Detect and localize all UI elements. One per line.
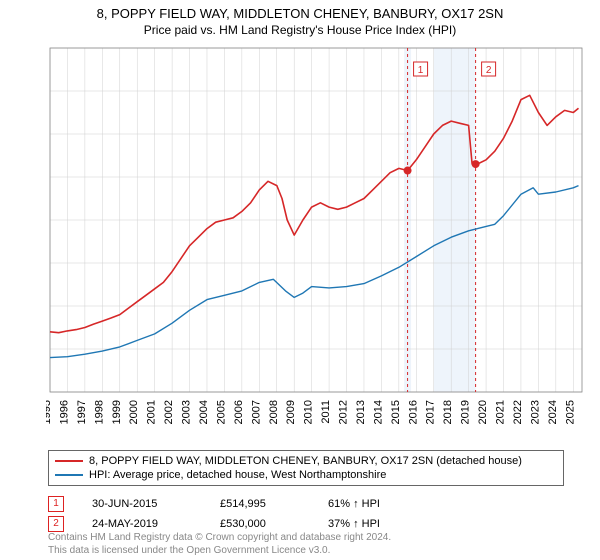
chart-plot-area: £0£100K£200K£300K£400K£500K£600K£700K£80… [46, 44, 586, 424]
svg-text:2018: 2018 [442, 400, 454, 424]
svg-text:1996: 1996 [58, 400, 70, 424]
svg-text:2010: 2010 [303, 400, 315, 424]
chart-subtitle: Price paid vs. HM Land Registry's House … [0, 21, 600, 41]
marker-price: £530,000 [220, 518, 300, 530]
svg-text:2001: 2001 [146, 400, 158, 424]
svg-text:2005: 2005 [215, 400, 227, 424]
legend-swatch-line [55, 460, 83, 462]
marker-pct: 37% ↑ HPI [328, 518, 418, 530]
copyright-line: Contains HM Land Registry data © Crown c… [48, 532, 391, 545]
legend-label: HPI: Average price, detached house, West… [89, 469, 386, 481]
marker-badge: 2 [48, 516, 64, 532]
svg-text:2022: 2022 [512, 400, 524, 424]
svg-text:2009: 2009 [285, 400, 297, 424]
copyright-line: This data is licensed under the Open Gov… [48, 545, 391, 558]
svg-text:2017: 2017 [425, 400, 437, 424]
svg-text:1995: 1995 [46, 400, 53, 424]
svg-text:1: 1 [418, 65, 424, 76]
chart-title: 8, POPPY FIELD WAY, MIDDLETON CHENEY, BA… [0, 0, 600, 21]
svg-text:2003: 2003 [181, 400, 193, 424]
svg-text:1998: 1998 [93, 400, 105, 424]
svg-text:2021: 2021 [495, 400, 507, 424]
legend-label: 8, POPPY FIELD WAY, MIDDLETON CHENEY, BA… [89, 455, 522, 467]
svg-text:2016: 2016 [407, 400, 419, 424]
svg-text:2020: 2020 [477, 400, 489, 424]
legend-item: HPI: Average price, detached house, West… [55, 468, 557, 482]
svg-text:2015: 2015 [390, 400, 402, 424]
svg-text:2025: 2025 [564, 400, 576, 424]
svg-text:2002: 2002 [163, 400, 175, 424]
marker-row: 1 30-JUN-2015 £514,995 61% ↑ HPI [48, 494, 564, 514]
svg-text:2013: 2013 [355, 400, 367, 424]
marker-row: 2 24-MAY-2019 £530,000 37% ↑ HPI [48, 514, 564, 534]
svg-text:2007: 2007 [250, 400, 262, 424]
marker-table: 1 30-JUN-2015 £514,995 61% ↑ HPI 2 24-MA… [48, 494, 564, 534]
marker-badge: 1 [48, 496, 64, 512]
marker-date: 24-MAY-2019 [92, 518, 192, 530]
svg-text:2023: 2023 [529, 400, 541, 424]
svg-text:2: 2 [486, 65, 492, 76]
svg-text:2012: 2012 [338, 400, 350, 424]
copyright-text: Contains HM Land Registry data © Crown c… [48, 532, 391, 557]
legend-item: 8, POPPY FIELD WAY, MIDDLETON CHENEY, BA… [55, 454, 557, 468]
svg-text:2024: 2024 [547, 400, 559, 424]
svg-text:2006: 2006 [233, 400, 245, 424]
marker-pct: 61% ↑ HPI [328, 498, 418, 510]
svg-text:2014: 2014 [372, 400, 384, 424]
legend-swatch-line [55, 474, 83, 476]
svg-text:2019: 2019 [460, 400, 472, 424]
marker-price: £514,995 [220, 498, 300, 510]
svg-text:2008: 2008 [268, 400, 280, 424]
svg-text:2004: 2004 [198, 400, 210, 424]
svg-text:2011: 2011 [320, 400, 332, 424]
svg-text:1999: 1999 [111, 400, 123, 424]
svg-text:1997: 1997 [76, 400, 88, 424]
legend-box: 8, POPPY FIELD WAY, MIDDLETON CHENEY, BA… [48, 450, 564, 486]
svg-text:2000: 2000 [128, 400, 140, 424]
marker-date: 30-JUN-2015 [92, 498, 192, 510]
